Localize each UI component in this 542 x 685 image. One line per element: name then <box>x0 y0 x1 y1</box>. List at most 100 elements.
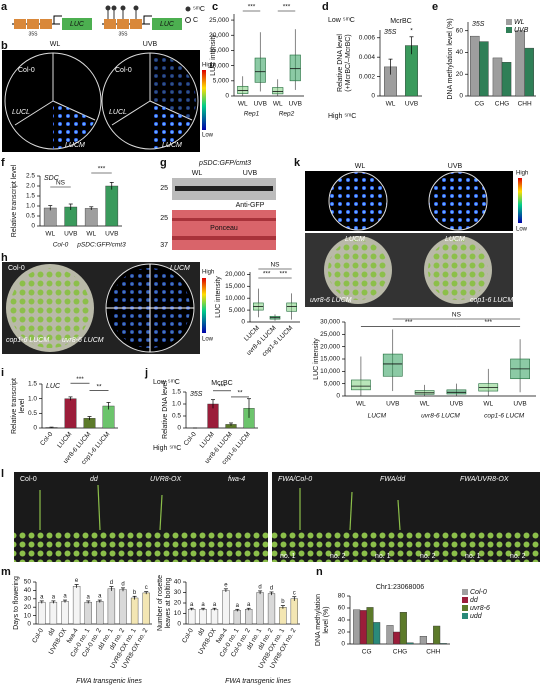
bar <box>366 607 374 645</box>
box <box>272 87 284 95</box>
x-tick-label: WL <box>45 231 55 238</box>
panel-label: c <box>212 1 218 13</box>
bar <box>406 642 414 645</box>
bar <box>290 598 298 625</box>
panel-label: e <box>432 1 438 13</box>
lane-label: UVB <box>243 170 258 177</box>
blot-title: pSDC:GFP/cmt3 <box>198 160 251 167</box>
significance-letter: d <box>258 585 261 591</box>
condition-label: WL <box>50 41 61 48</box>
plate-image: WL UVB High Low LUCM LUCM uvr8-6 LUCM co… <box>305 163 528 307</box>
plate-image: Col-0 LUCM cop1-6 LUCM uvr8-6 LUCM High … <box>2 262 214 354</box>
x-tick-label: dd <box>47 627 57 637</box>
genotype-label: LUCM <box>170 265 190 272</box>
bar <box>359 610 367 645</box>
legend-swatch <box>462 589 468 595</box>
bar <box>373 622 381 645</box>
significance-letter: a <box>201 602 205 608</box>
bar <box>470 35 480 97</box>
y-tick-label: 0.5 <box>28 410 37 417</box>
significance-letter: d <box>270 586 273 592</box>
marker-label: 37 <box>160 242 168 249</box>
x-tick-label: WL <box>386 101 396 108</box>
bar <box>393 631 401 645</box>
y-tick-label: 0.004 <box>359 54 376 61</box>
y-tick-label: 0.5 <box>172 413 181 420</box>
x-tick-label: LUCM <box>199 431 216 450</box>
x-tick-label: UVB <box>513 401 526 408</box>
y-tick-label: 20,000 <box>320 343 340 350</box>
x-tick-label: WL <box>238 101 248 108</box>
colorbar-label: High <box>202 63 214 69</box>
y-tick-label: 20 <box>456 71 464 78</box>
legend-swatch <box>506 27 512 33</box>
promoter-label: 35S <box>29 31 39 37</box>
bar <box>105 185 119 227</box>
y-tick-label: 20,000 <box>225 271 245 278</box>
bar <box>38 601 46 625</box>
significance-label: *** <box>405 319 413 326</box>
genotype-label: Col-0 <box>18 67 35 74</box>
bar <box>142 592 150 625</box>
x-tick-label: UVB <box>105 231 118 238</box>
promoter-box <box>117 19 129 29</box>
promoter-box <box>14 19 26 29</box>
bar <box>426 643 434 645</box>
y-bottom-label: High ⁵ᵐC <box>153 445 181 452</box>
y-tick-label: 20 <box>338 629 346 636</box>
legend-label: udd <box>470 613 483 620</box>
y-tick-label: 25,000 <box>320 331 340 338</box>
x-tick-label: CHH <box>426 649 440 656</box>
colorbar-label: High <box>202 270 214 276</box>
x-tick-label: WL <box>273 101 283 108</box>
significance-label: *** <box>283 4 291 11</box>
marker-label: 25 <box>160 215 168 222</box>
significance-label: NS <box>56 180 66 187</box>
legend-swatch <box>506 19 512 25</box>
chart-title: McrBC <box>211 380 232 387</box>
y-tick-label: 1.0 <box>28 395 37 402</box>
y-tick-label: 0 <box>27 621 31 628</box>
x-tick-label: WL <box>86 231 96 238</box>
y-axis-label: leaves at bolting <box>165 578 172 629</box>
arrow <box>53 15 62 24</box>
x-axis-label: FWA transgenic lines <box>225 678 291 685</box>
significance-letter: a <box>87 594 91 600</box>
genotype-label: LUCL <box>12 109 30 116</box>
genotype-label: dd <box>90 476 99 483</box>
y-tick-label: 2.0 <box>26 183 35 190</box>
y-tick-label: 0.002 <box>359 73 376 80</box>
luminescence-image: WL UVB Col-0 LUCL LUCM Col-0 LUCL LUCM H… <box>2 41 214 152</box>
bar <box>84 601 92 625</box>
bar <box>515 30 525 97</box>
bar <box>419 636 427 645</box>
x-tick-label: Col-0 <box>31 627 45 644</box>
y-axis-label: Relative transcript <box>11 378 18 434</box>
group-label: uvr8-6 LUCM <box>421 413 460 420</box>
y-axis-label: Relative DNA level <box>337 34 344 92</box>
line-label: no. 2 <box>330 553 346 560</box>
y-tick-label: 40 <box>24 587 32 594</box>
bar <box>399 612 407 645</box>
genotype-label: uvr8-6 LUCM <box>310 297 352 304</box>
legend-label: Col-0 <box>470 589 487 596</box>
blot-label: Anti-GFP <box>236 202 265 209</box>
genotype-label: Col-0 <box>8 265 25 272</box>
genotype-label: LUCM <box>65 142 85 149</box>
y-tick-label: 40 <box>338 617 346 624</box>
significance-label: ** <box>237 390 243 397</box>
y-tick-label: 0 <box>33 425 37 432</box>
x-tick-label: WL <box>420 401 430 408</box>
x-axis-label: FWA transgenic lines <box>76 678 142 685</box>
bar <box>64 398 77 429</box>
gene-box <box>62 18 92 30</box>
x-tick-label: cop1-6 LUCM <box>261 325 294 358</box>
box <box>382 353 403 377</box>
x-tick-label: Col-0 <box>181 627 195 644</box>
line-label: no. 1 <box>375 553 391 560</box>
chart-title: McrBC <box>390 18 411 25</box>
y-tick-label: 20 <box>174 600 182 607</box>
y-tick-label: 5,000 <box>213 78 230 85</box>
y-tick-label: 60 <box>456 27 464 34</box>
lane-label: WL <box>192 170 203 177</box>
